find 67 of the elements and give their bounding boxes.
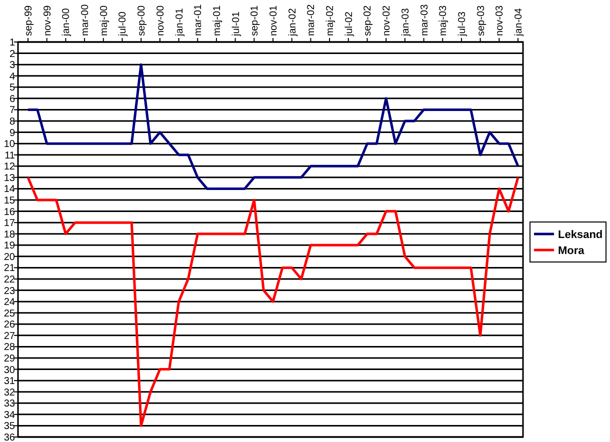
y-tick-label: 36 [4, 432, 16, 442]
y-tick-label: 12 [4, 162, 16, 173]
legend-label: Leksand [558, 228, 603, 241]
x-tick-label: jan-01 [174, 8, 186, 37]
x-tick-label: jul-03 [456, 11, 468, 37]
y-tick-label: 18 [4, 229, 16, 240]
y-tick-label: 32 [4, 387, 16, 398]
x-tick-label: maj-00 [98, 4, 110, 36]
y-tick-label: 13 [4, 172, 16, 184]
y-tick-label: 1 [9, 38, 16, 48]
x-tick-label: sep-03 [476, 4, 487, 36]
y-tick-label: 17 [4, 218, 16, 230]
y-tick-label: 31 [4, 376, 16, 388]
x-tick-label: jul-02 [344, 11, 355, 37]
legend-label: Mora [558, 244, 586, 257]
y-tick-label: 28 [4, 342, 16, 354]
line-series [26, 176, 520, 427]
y-tick-label: 6 [9, 94, 16, 105]
x-tick-label: jan-03 [400, 8, 412, 37]
x-tick-label: mar-03 [419, 4, 430, 36]
y-tick-label: 20 [4, 252, 16, 263]
x-tick-label: sep-00 [136, 4, 148, 36]
y-tick-label: 19 [4, 240, 16, 252]
y-tick-label: 30 [4, 364, 16, 376]
x-tick-label: jul-01 [230, 11, 242, 37]
y-tick-label: 9 [9, 128, 16, 139]
y-tick-label: 25 [4, 308, 16, 320]
y-tick-label: 2 [9, 48, 16, 60]
y-tick-label: 8 [9, 116, 16, 128]
x-tick-label: maj-02 [325, 4, 336, 36]
y-tick-label: 21 [4, 263, 16, 274]
x-tick-label: nov-99 [42, 4, 54, 36]
x-tick-label: sep-02 [362, 4, 374, 36]
y-tick-label: 35 [4, 421, 16, 432]
x-tick-label: jan-04 [514, 8, 524, 37]
x-tick-label: nov-03 [494, 4, 506, 36]
x-tick-label: nov-02 [382, 4, 393, 36]
y-tick-label: 23 [4, 286, 16, 297]
x-tick-label: nov-01 [268, 4, 280, 36]
x-tick-label: mar-02 [306, 4, 318, 36]
y-tick-label: 3 [9, 60, 16, 72]
y-tick-label: 26 [4, 320, 16, 331]
y-tick-label: 14 [4, 184, 16, 196]
y-tick-label: 7 [9, 105, 16, 116]
y-tick-label: 27 [4, 330, 16, 342]
y-tick-label: 11 [4, 150, 16, 162]
x-tick-label: nov-00 [155, 4, 166, 36]
y-tick-label: 5 [9, 82, 16, 94]
y-tick-label: 16 [4, 206, 16, 218]
x-tick-label: mar-01 [193, 4, 204, 36]
x-tick-label: mar-00 [80, 4, 92, 36]
x-tick-label: maj-01 [212, 4, 223, 36]
x-tick-label: sep-99 [24, 4, 34, 36]
y-tick-label: 33 [4, 398, 16, 410]
y-tick-label: 22 [4, 274, 16, 286]
line-series [26, 63, 520, 190]
y-tick-label: 29 [4, 354, 16, 364]
x-tick-label: jan-00 [61, 8, 72, 37]
x-tick-label: sep-01 [250, 4, 261, 36]
y-tick-label: 10 [4, 139, 16, 150]
x-tick-label: jan-02 [287, 8, 298, 37]
x-tick-label: maj-03 [438, 4, 450, 36]
y-tick-label: 34 [4, 410, 16, 421]
x-tick-label: jul-00 [118, 11, 129, 37]
y-tick-label: 15 [4, 196, 16, 206]
y-tick-label: 4 [9, 71, 16, 82]
y-tick-label: 24 [4, 297, 16, 308]
